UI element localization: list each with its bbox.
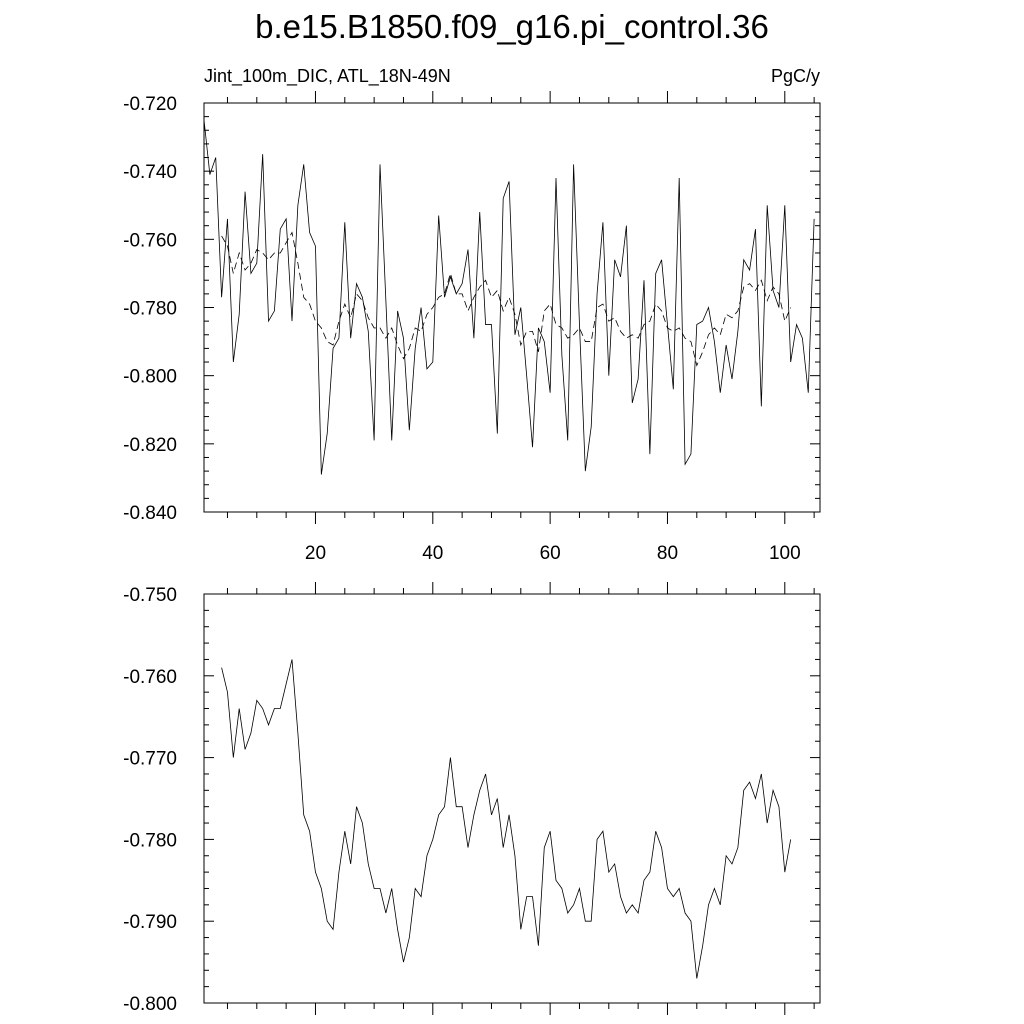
top-y-tick-label: -0.820	[123, 435, 177, 456]
bottom-panel: -0.750 -0.760 -0.770 -0.780 -0.790 -0.800	[123, 582, 821, 1015]
top-series-dashed-line	[221, 231, 792, 367]
top-y-tick-label: -0.720	[123, 94, 177, 115]
top-panel-units-label: PgC/y	[771, 66, 820, 86]
top-x-tick-label: 20	[305, 543, 326, 564]
bottom-y-tick-label: -0.760	[123, 667, 177, 688]
bottom-y-tick-label: -0.790	[123, 912, 177, 933]
top-panel: Jint_100m_DIC, ATL_18N-49N PgC/y -0.720 -…	[123, 66, 821, 564]
top-plot-frame	[203, 102, 821, 513]
top-x-tick-label: 100	[769, 543, 801, 564]
top-x-tick-label: 80	[657, 543, 678, 564]
top-series-solid-line	[203, 119, 815, 475]
top-y-tick-label: -0.840	[123, 503, 177, 524]
bottom-plot-frame	[203, 593, 821, 1004]
top-x-tick-label: 60	[540, 543, 561, 564]
top-y-tick-label: -0.780	[123, 299, 177, 320]
bottom-y-tick-label: -0.770	[123, 749, 177, 770]
bottom-y-tick-label: -0.780	[123, 830, 177, 851]
top-y-tick-label: -0.760	[123, 230, 177, 251]
bottom-y-tick-label: -0.750	[123, 585, 177, 606]
top-x-tick-label: 40	[422, 543, 443, 564]
top-y-tick-label: -0.800	[123, 367, 177, 388]
top-panel-left-label: Jint_100m_DIC, ATL_18N-49N	[204, 66, 451, 87]
bottom-y-tick-label: -0.800	[123, 994, 177, 1015]
top-y-tick-label: -0.740	[123, 162, 177, 183]
bottom-series-solid-line	[221, 659, 792, 979]
figure-title: b.e15.B1850.f09_g16.pi_control.36	[255, 8, 769, 45]
